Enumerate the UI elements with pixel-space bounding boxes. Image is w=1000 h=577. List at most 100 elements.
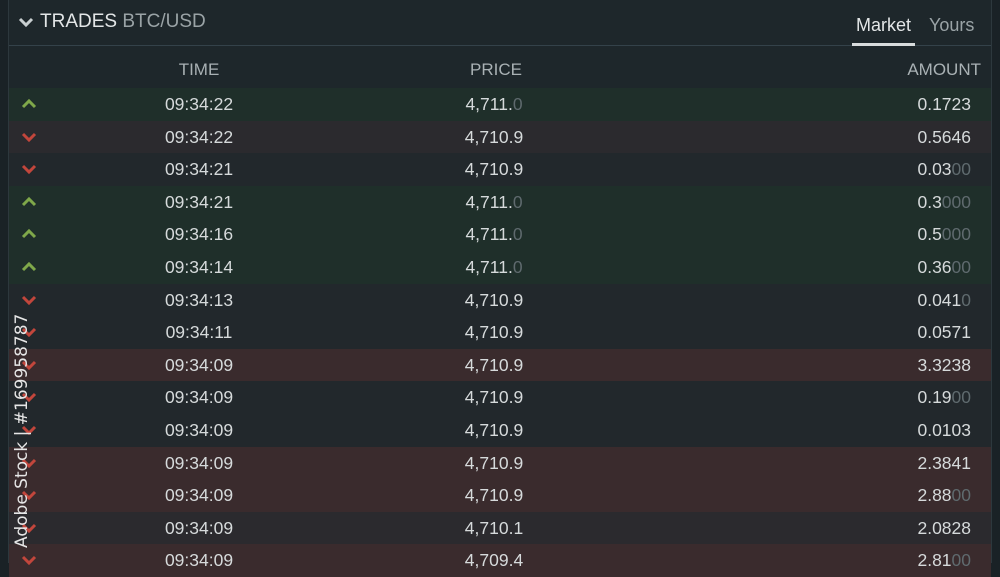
trade-time: 09:34:09 xyxy=(164,354,234,375)
table-row: 09:34:09 4,710.9 0.0103 xyxy=(9,413,991,447)
trade-time: 09:34:09 xyxy=(164,452,234,473)
price-main: 4,711. xyxy=(465,256,513,277)
trade-time: 09:34:14 xyxy=(164,256,234,277)
trade-price: 4,710.9 xyxy=(439,420,549,441)
tab-market[interactable]: Market xyxy=(851,15,916,46)
price-main: 4,709.4 xyxy=(464,550,524,571)
trade-amount: 0.3000 xyxy=(917,192,971,213)
trade-price: 4,710.9 xyxy=(439,159,549,180)
arrow-down-icon xyxy=(21,556,37,566)
trade-time: 09:34:16 xyxy=(164,224,234,245)
amount-main: 2.81 xyxy=(917,550,952,571)
trade-amount: 0.0300 xyxy=(917,159,971,180)
trade-time: 09:34:21 xyxy=(164,159,234,180)
arrow-down-icon xyxy=(21,132,37,142)
trade-time: 09:34:09 xyxy=(164,419,234,440)
tab-yours[interactable]: Yours xyxy=(929,15,975,35)
table-row: 09:34:09 4,710.9 2.3841 xyxy=(9,446,991,480)
trade-time: 09:34:09 xyxy=(164,550,234,571)
arrow-down-icon xyxy=(21,523,37,533)
trade-price: 4,711.0 xyxy=(439,257,549,278)
arrow-down-icon xyxy=(21,425,37,436)
amount-dim: 00 xyxy=(951,159,971,180)
watermark: Adobe Stock | #169958787 xyxy=(12,313,32,548)
price-main: 4,711. xyxy=(465,94,513,114)
price-main: 4,710.9 xyxy=(464,387,524,408)
trade-amount: 0.0410 xyxy=(917,290,971,311)
panel-header: TRADES BTC/USD Market Yours xyxy=(9,0,991,46)
amount-dim: 000 xyxy=(941,191,971,212)
trade-price: 4,709.4 xyxy=(439,550,549,571)
amount-main: 3.3238 xyxy=(917,354,971,375)
trade-price: 4,710.1 xyxy=(439,518,549,539)
column-header-price[interactable]: PRICE xyxy=(470,60,522,79)
trades-list: 09:34:22 4,711.0 0.1723 09:34:22 4,710.9 0.56… xyxy=(9,88,991,577)
amount-main: 0.3 xyxy=(917,191,942,212)
price-dim: 0 xyxy=(512,224,523,245)
trade-time: 09:34:21 xyxy=(164,191,234,212)
trades-panel: TRADES BTC/USD Market Yours TIME PRICE A… xyxy=(8,0,992,577)
price-main: 4,710.9 xyxy=(464,322,524,343)
table-row: 09:34:21 4,711.0 0.3000 xyxy=(9,185,991,219)
column-header-time[interactable]: TIME xyxy=(178,60,220,79)
chevron-down-icon[interactable] xyxy=(18,14,34,30)
amount-main: 0.0103 xyxy=(917,419,971,440)
arrow-down-icon xyxy=(21,393,37,403)
table-row: 09:34:09 4,710.9 3.3238 xyxy=(9,348,991,382)
amount-main: 0.5646 xyxy=(917,126,971,147)
arrow-down-icon xyxy=(21,458,37,468)
amount-dim: 00 xyxy=(951,256,971,277)
amount-main: 0.19 xyxy=(917,387,952,408)
arrow-down-icon xyxy=(21,328,37,338)
amount-main: 0.5 xyxy=(917,224,942,245)
amount-dim: 0 xyxy=(961,289,971,310)
trade-amount: 2.3841 xyxy=(917,453,971,474)
price-main: 4,710.1 xyxy=(464,517,524,538)
column-header-amount[interactable]: AMOUNT xyxy=(907,60,981,79)
price-dim: 0 xyxy=(512,256,523,277)
table-row: 09:34:16 4,711.0 0.5000 xyxy=(9,218,991,251)
trade-amount: 0.5000 xyxy=(917,224,971,245)
trade-time: 09:34:22 xyxy=(164,94,234,114)
arrow-up-icon xyxy=(21,261,37,272)
table-row: 09:34:14 4,711.0 0.3600 xyxy=(9,250,991,284)
trade-price: 4,711.0 xyxy=(439,94,549,115)
price-main: 4,710.9 xyxy=(464,289,524,310)
amount-dim: 00 xyxy=(951,550,971,571)
table-row: 09:34:22 4,710.9 0.5646 xyxy=(9,120,991,154)
arrow-down-icon xyxy=(21,360,37,370)
amount-main: 0.041 xyxy=(917,289,962,310)
trade-amount: 3.3238 xyxy=(917,355,971,376)
trade-time: 09:34:09 xyxy=(164,517,234,538)
trade-price: 4,711.0 xyxy=(439,224,549,245)
amount-dim: 00 xyxy=(951,485,971,506)
trade-price: 4,710.9 xyxy=(439,355,549,376)
price-dim: 0 xyxy=(512,191,523,212)
price-main: 4,711. xyxy=(465,224,513,245)
amount-main: 2.3841 xyxy=(917,452,971,473)
price-main: 4,710.9 xyxy=(464,485,524,506)
table-row: 09:34:09 4,710.9 2.8800 xyxy=(9,479,991,512)
amount-main: 0.03 xyxy=(917,159,952,180)
arrow-down-icon xyxy=(21,295,37,305)
title-text: TRADES xyxy=(40,11,118,32)
trade-amount: 0.1900 xyxy=(917,387,971,408)
pair-label: BTC/USD xyxy=(122,11,206,32)
amount-main: 2.0828 xyxy=(917,517,971,538)
trade-time: 09:34:09 xyxy=(164,387,234,408)
table-row: 09:34:13 4,710.9 0.0410 xyxy=(9,283,991,317)
table-row: 09:34:11 4,710.9 0.0571 xyxy=(9,316,991,349)
arrow-up-icon xyxy=(21,196,37,206)
trade-amount: 0.5646 xyxy=(917,127,971,148)
table-row: 09:34:22 4,711.0 0.1723 xyxy=(9,88,991,121)
trade-price: 4,711.0 xyxy=(439,192,549,213)
arrow-up-icon xyxy=(21,98,37,109)
price-dim: 0 xyxy=(512,94,523,114)
trade-amount: 0.3600 xyxy=(917,257,971,278)
trade-price: 4,710.9 xyxy=(439,453,549,474)
amount-main: 2.88 xyxy=(917,485,952,506)
arrow-up-icon xyxy=(21,229,37,239)
price-main: 4,711. xyxy=(465,191,513,212)
table-row: 09:34:09 4,709.4 2.8100 xyxy=(9,544,991,577)
table-row: 09:34:09 4,710.1 2.0828 xyxy=(9,511,991,545)
